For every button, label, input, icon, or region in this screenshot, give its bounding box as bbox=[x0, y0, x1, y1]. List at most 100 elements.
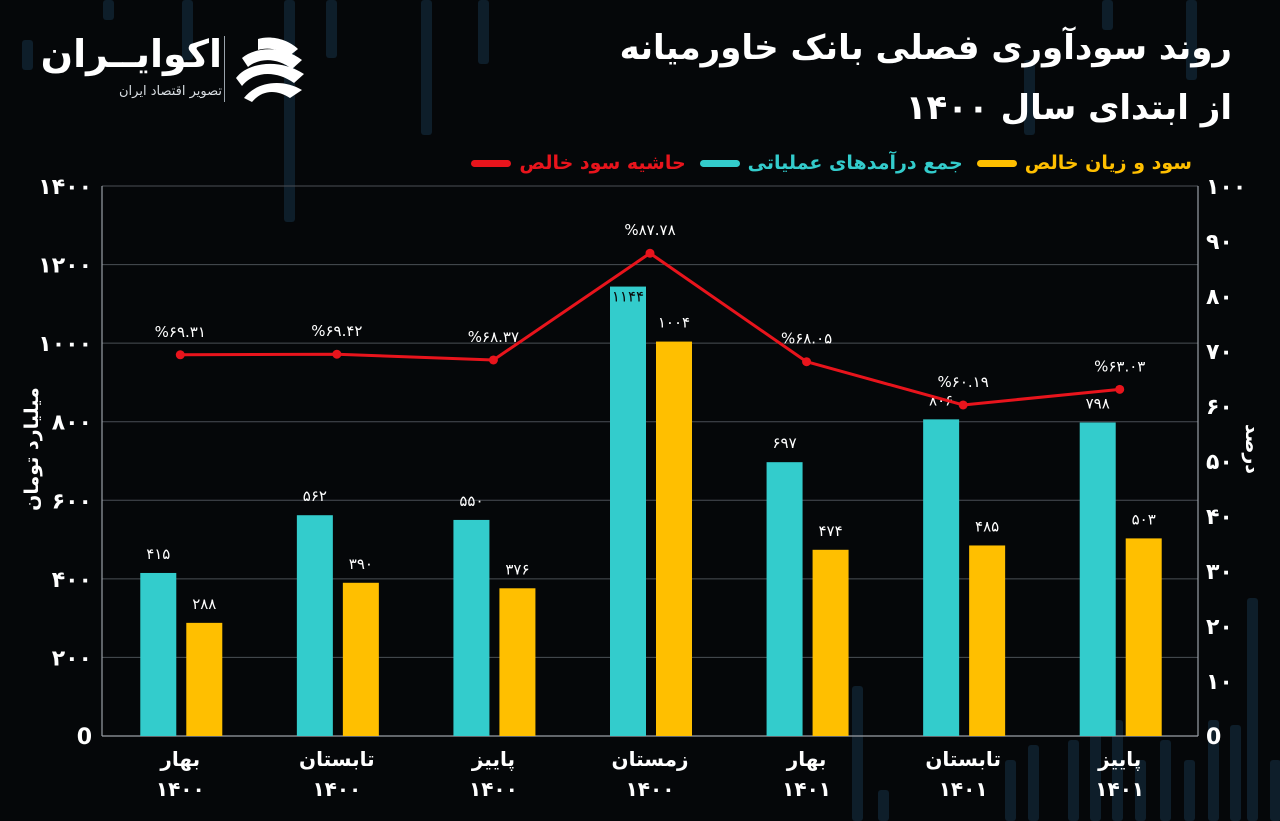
legend-swatch-profit bbox=[976, 159, 1017, 167]
y-tick-label-right: ۶۰ bbox=[1206, 395, 1233, 420]
y-tick-label-right: ۵۰ bbox=[1206, 450, 1233, 475]
y-tick-label-right: 0 bbox=[1206, 725, 1221, 750]
point-net-margin bbox=[1115, 384, 1125, 394]
legend-item-margin: حاشیه سود خالص bbox=[471, 152, 686, 174]
brand-tagline: تصویر اقتصاد ایران bbox=[119, 84, 222, 99]
data-label-revenue: ۴۱۵ bbox=[146, 545, 170, 563]
background-bar bbox=[326, 0, 337, 58]
chart-title: روند سودآوری فصلی بانک خاورمیانه از ابتد… bbox=[592, 18, 1232, 138]
x-tick-label-year: ۱۴۰۱ bbox=[939, 777, 988, 801]
y-tick-label-left: ۲۰۰ bbox=[52, 646, 92, 671]
y-tick-label-left: ۸۰۰ bbox=[52, 411, 92, 436]
background-bar bbox=[103, 0, 114, 20]
legend-label-revenue: جمع درآمدهای عملیاتی bbox=[747, 152, 963, 174]
data-label-margin: %۸۷.۷۸ bbox=[624, 221, 675, 239]
chart-title-line-1: روند سودآوری فصلی بانک خاورمیانه bbox=[619, 28, 1232, 68]
bar-revenue bbox=[296, 515, 333, 736]
data-label-profit: ۳۹۰ bbox=[349, 555, 373, 573]
y-tick-label-right: ۴۰ bbox=[1206, 505, 1233, 530]
background-bar bbox=[182, 0, 193, 60]
legend-label-margin: حاشیه سود خالص bbox=[519, 152, 686, 174]
background-bar bbox=[1024, 60, 1035, 135]
background-bar bbox=[1270, 760, 1280, 821]
bar-profit bbox=[499, 588, 536, 736]
x-tick-label-season: تابستان bbox=[299, 747, 375, 771]
x-tick-label-year: ۱۴۰۰ bbox=[156, 777, 205, 801]
chart-title-line-2: از ابتدای سال ۱۴۰۰ bbox=[905, 88, 1232, 128]
y-tick-label-right: ۹۰ bbox=[1206, 230, 1233, 255]
x-tick-label-year: ۱۴۰۱ bbox=[1095, 777, 1144, 801]
data-label-margin: %۶۸.۳۷ bbox=[468, 328, 519, 346]
logo-divider bbox=[224, 36, 225, 102]
bar-profit bbox=[1125, 538, 1162, 736]
x-tick-label-year: ۱۴۰۰ bbox=[312, 777, 361, 801]
background-bar bbox=[1068, 740, 1079, 821]
background-bar bbox=[878, 790, 889, 821]
background-bar bbox=[852, 686, 863, 821]
background-bar bbox=[1112, 720, 1123, 821]
point-net-margin bbox=[958, 400, 968, 410]
y-tick-label-right: ۲۰ bbox=[1206, 615, 1233, 640]
brand-mark-icon bbox=[236, 37, 304, 102]
bar-revenue bbox=[766, 462, 803, 736]
data-label-profit: ۲۸۸ bbox=[192, 595, 216, 613]
background-bar bbox=[1247, 598, 1258, 821]
data-label-margin: %۶۹.۳۱ bbox=[155, 323, 206, 341]
chart-legend: حاشیه سود خالص جمع درآمدهای عملیاتی سود … bbox=[471, 152, 1192, 174]
bar-revenue bbox=[1079, 422, 1116, 736]
x-tick-label-season: بهار bbox=[786, 747, 827, 771]
brand-name: اکوایــران bbox=[40, 32, 222, 76]
x-tick-label-season: زمستان bbox=[612, 747, 689, 771]
point-net-margin bbox=[488, 355, 498, 365]
x-tick-label-season: تابستان bbox=[925, 747, 1001, 771]
x-tick-label-year: ۱۴۰۰ bbox=[469, 777, 518, 801]
data-label-margin: %۶۰.۱۹ bbox=[938, 373, 989, 391]
x-tick-label-season: بهار bbox=[159, 747, 200, 771]
y-tick-label-left: ۶۰۰ bbox=[52, 489, 92, 514]
bar-revenue bbox=[923, 419, 960, 736]
background-bar bbox=[478, 0, 489, 64]
y-tick-label-right: ۱۰۰ bbox=[1206, 175, 1246, 200]
x-tick-label-year: ۱۴۰۰ bbox=[626, 777, 675, 801]
legend-item-revenue: جمع درآمدهای عملیاتی bbox=[699, 152, 963, 174]
bar-profit bbox=[342, 582, 379, 736]
legend-item-profit: سود و زیان خالص bbox=[976, 152, 1192, 174]
data-label-margin: %۶۳.۰۳ bbox=[1094, 357, 1145, 375]
bar-profit bbox=[186, 622, 223, 736]
y-tick-label-right: ۷۰ bbox=[1206, 340, 1233, 365]
bar-revenue bbox=[140, 572, 177, 736]
data-label-revenue: ۱۱۴۴ bbox=[612, 288, 644, 306]
data-label-profit: ۵۰۳ bbox=[1132, 510, 1156, 528]
background-bar bbox=[22, 40, 33, 70]
bar-profit bbox=[969, 545, 1006, 736]
x-tick-label-season: پاییز bbox=[1097, 747, 1141, 772]
background-bar bbox=[1184, 760, 1195, 821]
data-label-profit: ۴۷۴ bbox=[818, 522, 842, 540]
point-net-margin bbox=[645, 248, 655, 258]
y-tick-label-right: ۳۰ bbox=[1206, 560, 1233, 585]
background-bar bbox=[1186, 0, 1197, 80]
point-net-margin bbox=[802, 357, 812, 367]
y-tick-label-left: ۴۰۰ bbox=[52, 568, 92, 593]
background-bar bbox=[1135, 760, 1146, 821]
data-label-margin: %۶۹.۴۲ bbox=[311, 322, 362, 340]
data-label-revenue: ۷۹۸ bbox=[1086, 395, 1110, 413]
point-net-margin bbox=[175, 350, 185, 360]
bar-revenue bbox=[610, 286, 646, 736]
background-bar bbox=[1028, 745, 1039, 821]
bar-profit bbox=[812, 549, 849, 736]
bar-profit bbox=[656, 341, 692, 736]
data-label-profit: ۳۷۶ bbox=[505, 560, 529, 578]
data-label-profit: ۴۸۵ bbox=[975, 517, 999, 535]
legend-label-profit: سود و زیان خالص bbox=[1024, 152, 1192, 174]
data-label-profit: ۱۰۰۴ bbox=[658, 314, 690, 332]
y-tick-label-left: ۱۴۰۰ bbox=[38, 175, 92, 200]
x-tick-label-season: پاییز bbox=[471, 747, 515, 772]
bar-revenue bbox=[453, 519, 490, 736]
background-bar bbox=[1208, 720, 1219, 821]
background-bar bbox=[1230, 725, 1241, 821]
legend-swatch-revenue bbox=[699, 159, 740, 167]
y-tick-label-left: 0 bbox=[77, 725, 92, 750]
background-bar bbox=[421, 0, 432, 135]
